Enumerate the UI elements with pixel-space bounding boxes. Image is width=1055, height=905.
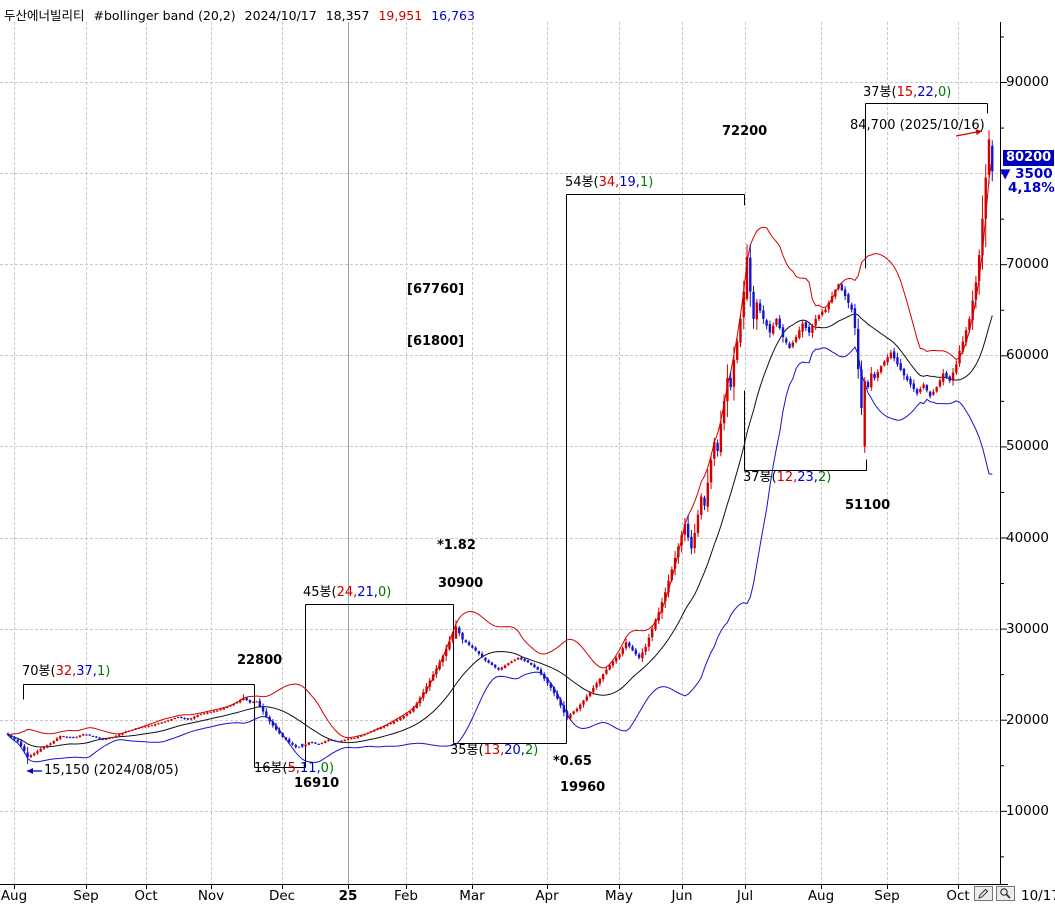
annotation-record-low: 15,150 (2024/08/05) [44, 763, 179, 778]
change-value: 3500 [1015, 166, 1053, 182]
y-axis-label-90000: 90000 [1006, 74, 1049, 90]
x-axis-label-sep: Sep [73, 888, 99, 904]
x-axis-label-oct: Oct [946, 888, 970, 904]
annotation-peak-72200: 72200 [722, 124, 768, 139]
y-axis-label-60000: 60000 [1006, 347, 1049, 364]
zoom-tool-button[interactable] [996, 886, 1015, 901]
pattern-label-37bong-oct: 37봉(15,22,0) [863, 85, 952, 100]
pencil-icon [978, 888, 989, 899]
pattern-label-54bong: 54봉(34,19,1) [565, 175, 654, 190]
annotation-level-61800: [61800] [407, 334, 465, 349]
pattern-label-37bong-jul: 37봉(12,23,2) [743, 470, 832, 485]
y-axis-label-40000: 40000 [1006, 529, 1049, 546]
quote-high: 19,951 [378, 8, 423, 23]
y-axis-label-30000: 30000 [1006, 620, 1049, 637]
x-axis-label-oct: Oct [134, 888, 158, 904]
y-axis-label-70000: 70000 [1006, 256, 1049, 273]
pattern-label-35bong: 35봉(13,20,2) [450, 743, 539, 758]
annotation-ratio-182: *1.82 [437, 538, 476, 553]
pattern-label-45bong: 45봉(24,21,0) [303, 585, 392, 600]
annotation-low-19960: 19960 [560, 780, 606, 795]
quote-date: 2024/10/17 [244, 8, 317, 23]
pattern-text: 16봉( [254, 761, 288, 776]
indicator-name: #bollinger band (20,2) [93, 8, 236, 23]
x-axis-label-mar: Mar [459, 888, 485, 904]
pattern-text: 37봉( [743, 470, 777, 485]
annotation-level-67760: [67760] [407, 282, 465, 297]
draw-tool-button[interactable] [974, 886, 993, 901]
pattern-label-70bong: 70봉(32,37,1) [22, 664, 111, 679]
pattern-text: 35봉( [450, 743, 484, 758]
magnifier-icon [1000, 888, 1011, 899]
price-change: ▼ 3500 [1000, 166, 1053, 182]
annotation-peak-22800: 22800 [237, 653, 283, 668]
price-change-percent: 4,18% [1008, 180, 1055, 196]
current-price-badge: 80200 [1003, 150, 1055, 166]
pattern-text: 45봉( [303, 585, 337, 600]
x-axis-label-dec: Dec [268, 888, 296, 904]
x-axis-label-25: 25 [338, 888, 358, 904]
annotation-low-16910: 16910 [294, 776, 340, 791]
annotation-low-51100: 51100 [845, 498, 891, 513]
x-axis-label-aug: Aug [807, 888, 835, 904]
y-axis-label-50000: 50000 [1006, 438, 1049, 455]
symbol-name: 두산에너빌리티 [4, 8, 85, 23]
x-axis-label-jun: Jun [671, 888, 693, 904]
x-axis-label-sep: Sep [874, 888, 900, 904]
pattern-text: 37봉( [863, 85, 897, 100]
quote-low: 16,763 [431, 8, 475, 23]
quote-close: 18,357 [325, 8, 370, 23]
annotation-record-high: 84,700 (2025/10/16) [850, 118, 985, 133]
x-axis-label-feb: Feb [394, 888, 418, 904]
down-arrow-icon: ▼ [1000, 166, 1011, 182]
footer-date: 10/17 [1021, 888, 1055, 904]
chart-title: 두산에너빌리티 #bollinger band (20,2) 2024/10/17 1… [4, 5, 484, 24]
pattern-text: 70봉( [22, 664, 56, 679]
pattern-label-16bong: 16봉(5,11,0) [254, 761, 335, 776]
y-axis-label-10000: 10000 [1006, 802, 1049, 819]
x-axis-label-may: May [605, 888, 633, 904]
x-axis-label-jul: Jul [736, 888, 754, 904]
y-axis-label-20000: 20000 [1006, 711, 1049, 728]
x-axis-label-apr: Apr [535, 888, 559, 904]
annotation-ratio-065: *0.65 [553, 754, 592, 769]
annotation-peak-30900: 30900 [438, 576, 484, 591]
x-axis-label-aug: Aug [0, 888, 28, 904]
x-axis-label-nov: Nov [197, 888, 225, 904]
pattern-text: 54봉( [565, 175, 599, 190]
